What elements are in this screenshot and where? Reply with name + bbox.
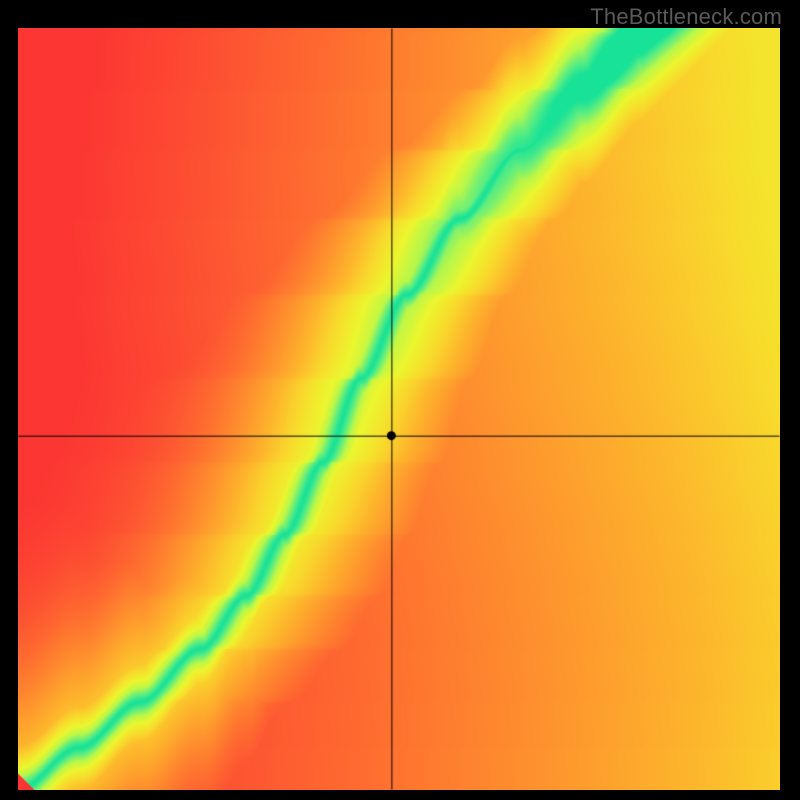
watermark-text: TheBottleneck.com xyxy=(590,4,782,30)
bottleneck-heatmap xyxy=(18,28,780,790)
chart-container: TheBottleneck.com xyxy=(0,0,800,800)
